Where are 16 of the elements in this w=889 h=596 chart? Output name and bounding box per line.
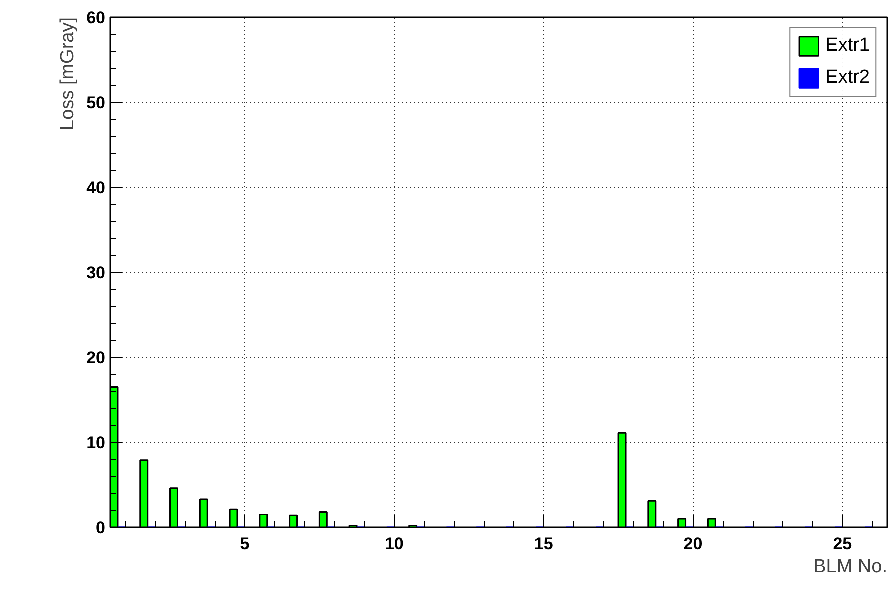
y-tick-label: 10: [86, 434, 106, 452]
y-tick-label: 30: [86, 264, 106, 282]
x-tick-label: 20: [684, 534, 703, 554]
y-axis-title: Loss [mGray]: [58, 17, 78, 130]
x-tick-label: 15: [534, 534, 554, 554]
legend-label: Extr1: [826, 35, 870, 57]
y-tick-label: 40: [86, 178, 106, 198]
x-tick-label: 5: [240, 534, 250, 554]
legend-label: Extr2: [826, 67, 870, 89]
y-tick-label: 60: [86, 8, 106, 28]
y-tick-label: 0: [96, 518, 106, 538]
y-tick-label: 20: [86, 348, 106, 368]
x-tick-label: 10: [384, 534, 404, 554]
x-axis-title: BLM No.: [814, 556, 888, 578]
y-tick-label: 50: [86, 94, 106, 112]
x-tick-label: 25: [833, 534, 852, 554]
